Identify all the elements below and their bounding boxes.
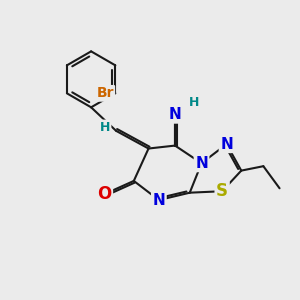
Text: O: O — [97, 185, 112, 203]
Text: N: N — [152, 193, 165, 208]
Text: N: N — [195, 156, 208, 171]
Text: N: N — [220, 136, 233, 152]
Text: H: H — [100, 121, 110, 134]
Text: S: S — [216, 182, 228, 200]
Text: H: H — [189, 96, 200, 110]
Text: Br: Br — [96, 86, 114, 100]
Text: N: N — [169, 107, 182, 122]
